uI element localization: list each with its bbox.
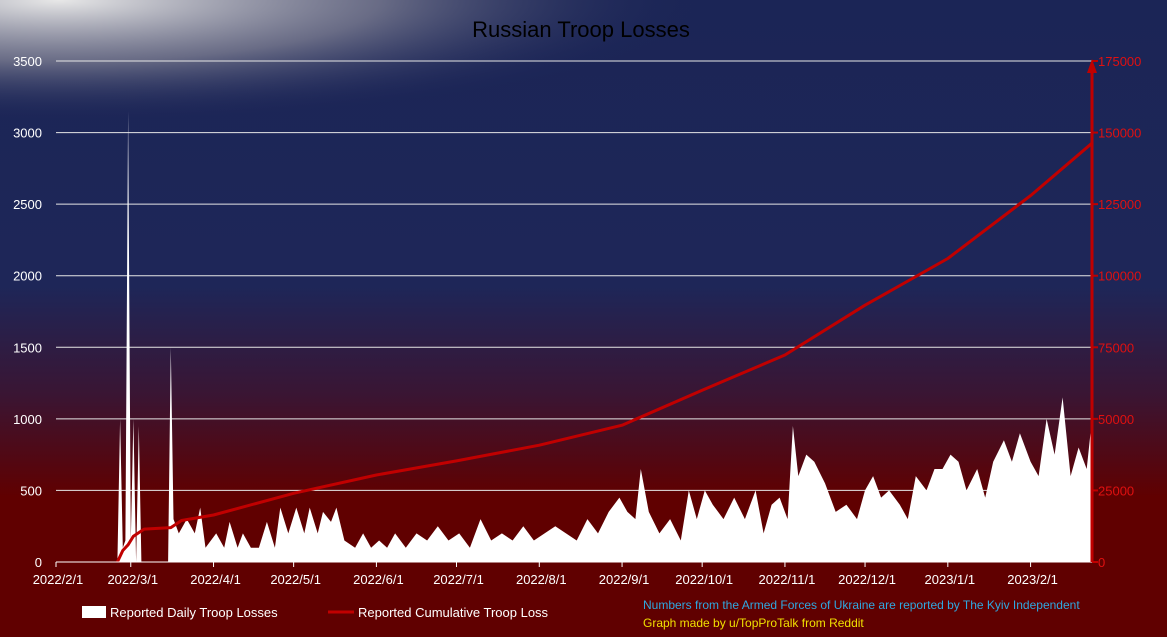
y-right-tick-label: 150000 [1098,126,1141,141]
daily-area-series [117,111,1092,562]
x-tick-label: 2022/6/1 [353,572,404,587]
axes: 0 500 1000 1500 2000 2500 3000 3500 0 25000 50000 7… [13,54,1141,587]
x-tick-label: 2022/7/1 [433,572,484,587]
y-right-tick-label: 100000 [1098,269,1141,284]
legend-label-cumulative: Reported Cumulative Troop Loss [358,605,549,620]
y-right-tick-label: 75000 [1098,340,1134,355]
y-left-tick-label: 3500 [13,54,42,69]
y-left-tick-label: 3000 [13,126,42,141]
y-left-tick-label: 1500 [13,340,42,355]
axis-arrow-icon [1087,59,1097,73]
x-tick-label: 2022/9/1 [599,572,650,587]
cumulative-losses-line [116,142,1093,563]
y-right-tick-label: 50000 [1098,412,1134,427]
x-tick-label: 2022/3/1 [107,572,158,587]
x-tick-label: 2022/5/1 [270,572,321,587]
y-left-tick-label: 2000 [13,269,42,284]
legend-label-daily: Reported Daily Troop Losses [110,605,278,620]
legend: Reported Daily Troop Losses Reported Cum… [82,605,549,620]
y-left-tick-label: 0 [35,555,42,570]
daily-losses-area [117,111,1092,562]
x-tick-label: 2023/1/1 [925,572,976,587]
x-tick-label: 2022/12/1 [838,572,896,587]
chart-title: Russian Troop Losses [472,17,690,42]
legend-swatch-daily [82,606,106,618]
author-credit: Graph made by u/TopProTalk from Reddit [643,616,864,630]
y-left-tick-label: 1000 [13,412,42,427]
x-tick-label: 2022/2/1 [33,572,84,587]
y-left-tick-label: 2500 [13,197,42,212]
y-right-tick-label: 25000 [1098,483,1134,498]
x-tick-label: 2022/11/1 [759,572,816,587]
y-right-tick-label: 125000 [1098,197,1141,212]
x-tick-label: 2022/8/1 [516,572,567,587]
x-tick-label: 2022/10/1 [675,572,733,587]
cumulative-line-series [116,142,1093,563]
x-tick-label: 2023/2/1 [1007,572,1058,587]
x-tick-label: 2022/4/1 [190,572,241,587]
y-right-tick-label: 0 [1098,555,1105,570]
source-credit: Numbers from the Armed Forces of Ukraine… [643,598,1080,612]
y-right-tick-label: 175000 [1098,54,1141,69]
y-left-tick-label: 500 [20,483,42,498]
